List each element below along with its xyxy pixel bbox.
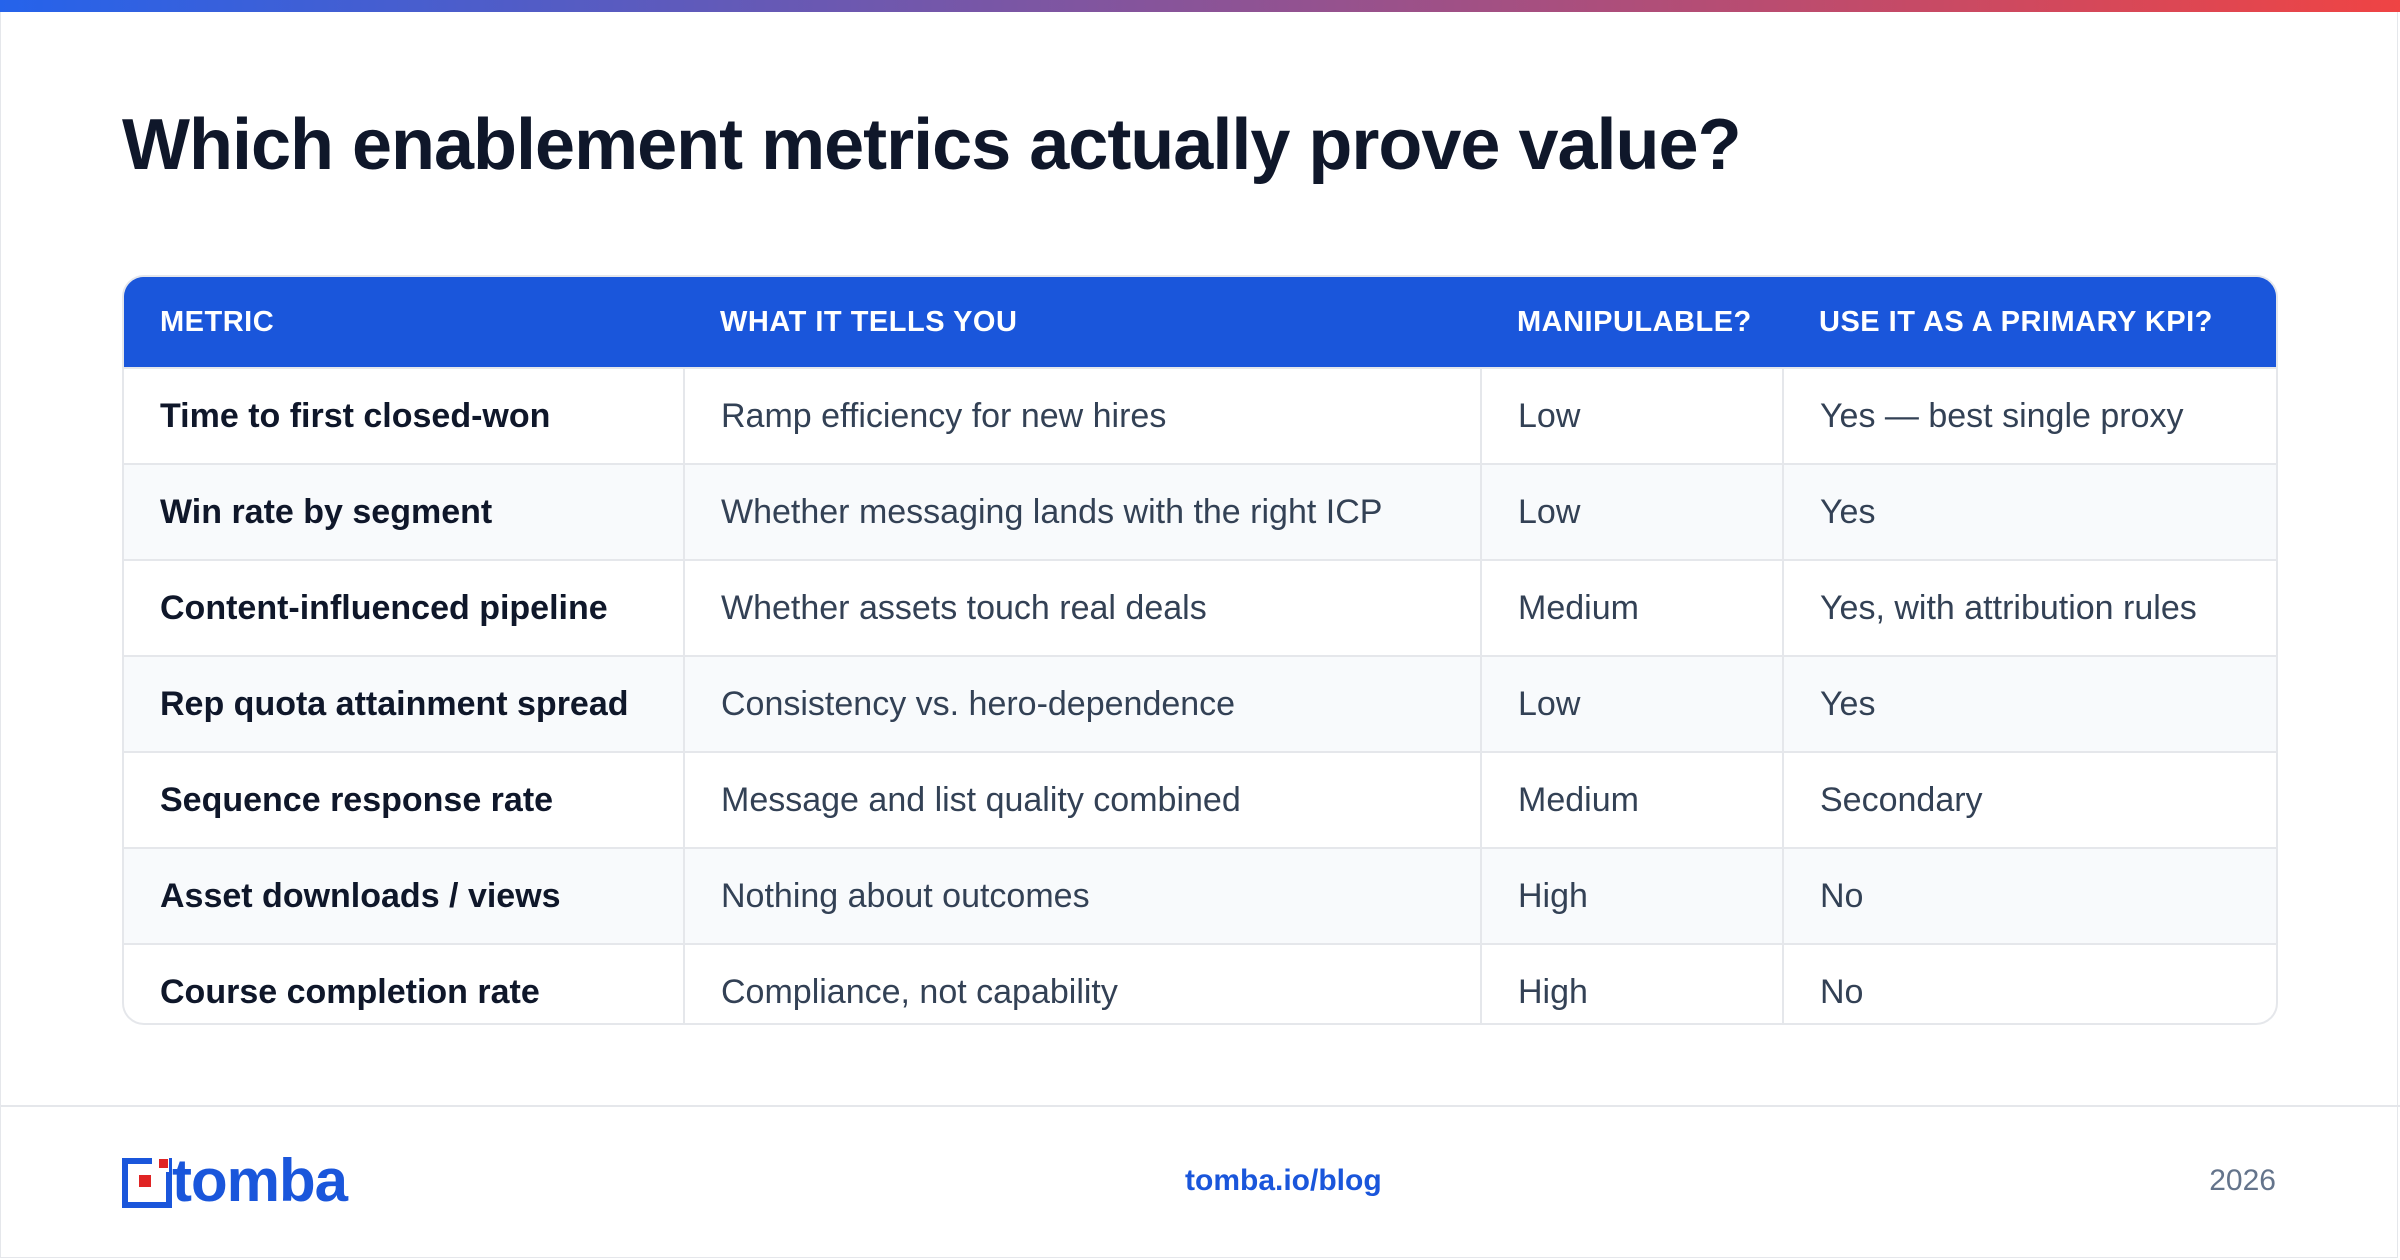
table-row: Win rate by segment Whether messaging la… [124, 463, 2276, 560]
kpi-cell: No [1782, 943, 2276, 1023]
footer-divider [0, 1105, 2400, 1107]
header-what-it-tells-you: WHAT IT TELLS YOU [684, 277, 1481, 368]
kpi-cell: Secondary [1782, 751, 2276, 848]
meaning-cell: Whether assets touch real deals [683, 559, 1481, 656]
header-primary-kpi: USE IT AS A PRIMARY KPI? [1783, 277, 2276, 368]
metric-cell: Sequence response rate [124, 751, 684, 848]
table-row: Rep quota attainment spread Consistency … [124, 655, 2276, 752]
table-header: METRIC WHAT IT TELLS YOU MANIPULABLE? US… [124, 277, 2276, 368]
logo-red-dot [139, 1175, 151, 1187]
table-body: Time to first closed-won Ramp efficiency… [124, 367, 2276, 1023]
kpi-cell: Yes [1782, 655, 2276, 752]
logo-red-corner [159, 1159, 168, 1168]
meaning-cell: Message and list quality combined [683, 751, 1481, 848]
top-gradient-bar [0, 0, 2400, 12]
kpi-cell: Yes, with attribution rules [1782, 559, 2276, 656]
metric-cell: Asset downloads / views [124, 847, 684, 944]
metric-cell: Course completion rate [124, 943, 684, 1023]
manipulable-cell: High [1480, 847, 1783, 944]
kpi-cell: Yes — best single proxy [1782, 367, 2276, 464]
meaning-cell: Compliance, not capability [683, 943, 1481, 1023]
metric-cell: Time to first closed-won [124, 367, 684, 464]
header-row: METRIC WHAT IT TELLS YOU MANIPULABLE? US… [124, 277, 2276, 368]
metric-cell: Content-influenced pipeline [124, 559, 684, 656]
meaning-cell: Whether messaging lands with the right I… [683, 463, 1481, 560]
blog-link[interactable]: tomba.io/blog [1185, 1164, 1382, 1197]
metrics-table: METRIC WHAT IT TELLS YOU MANIPULABLE? US… [124, 277, 2276, 1023]
manipulable-cell: High [1480, 943, 1783, 1023]
footer-year: 2026 [2209, 1164, 2276, 1197]
kpi-cell: No [1782, 847, 2276, 944]
metric-cell: Rep quota attainment spread [124, 655, 684, 752]
page-title: Which enablement metrics actually prove … [122, 105, 1742, 185]
meaning-cell: Nothing about outcomes [683, 847, 1481, 944]
table-row: Content-influenced pipeline Whether asse… [124, 559, 2276, 656]
kpi-cell: Yes [1782, 463, 2276, 560]
header-manipulable: MANIPULABLE? [1481, 277, 1783, 368]
metrics-table-container: METRIC WHAT IT TELLS YOU MANIPULABLE? US… [122, 275, 2278, 1025]
manipulable-cell: Medium [1480, 751, 1783, 848]
manipulable-cell: Low [1480, 463, 1783, 560]
table-row: Asset downloads / views Nothing about ou… [124, 847, 2276, 944]
table-row: Time to first closed-won Ramp efficiency… [124, 367, 2276, 464]
header-metric: METRIC [124, 277, 684, 368]
meaning-cell: Consistency vs. hero-dependence [683, 655, 1481, 752]
tomba-logo-icon[interactable] [122, 1158, 378, 1210]
logo-wordmark[interactable]: tomba [172, 1147, 348, 1214]
logo-square-outline [122, 1158, 172, 1208]
manipulable-cell: Low [1480, 655, 1783, 752]
meaning-cell: Ramp efficiency for new hires [683, 367, 1481, 464]
manipulable-cell: Low [1480, 367, 1783, 464]
table-row: Sequence response rate Message and list … [124, 751, 2276, 848]
metric-cell: Win rate by segment [124, 463, 684, 560]
table-row: Course completion rate Compliance, not c… [124, 943, 2276, 1023]
manipulable-cell: Medium [1480, 559, 1783, 656]
